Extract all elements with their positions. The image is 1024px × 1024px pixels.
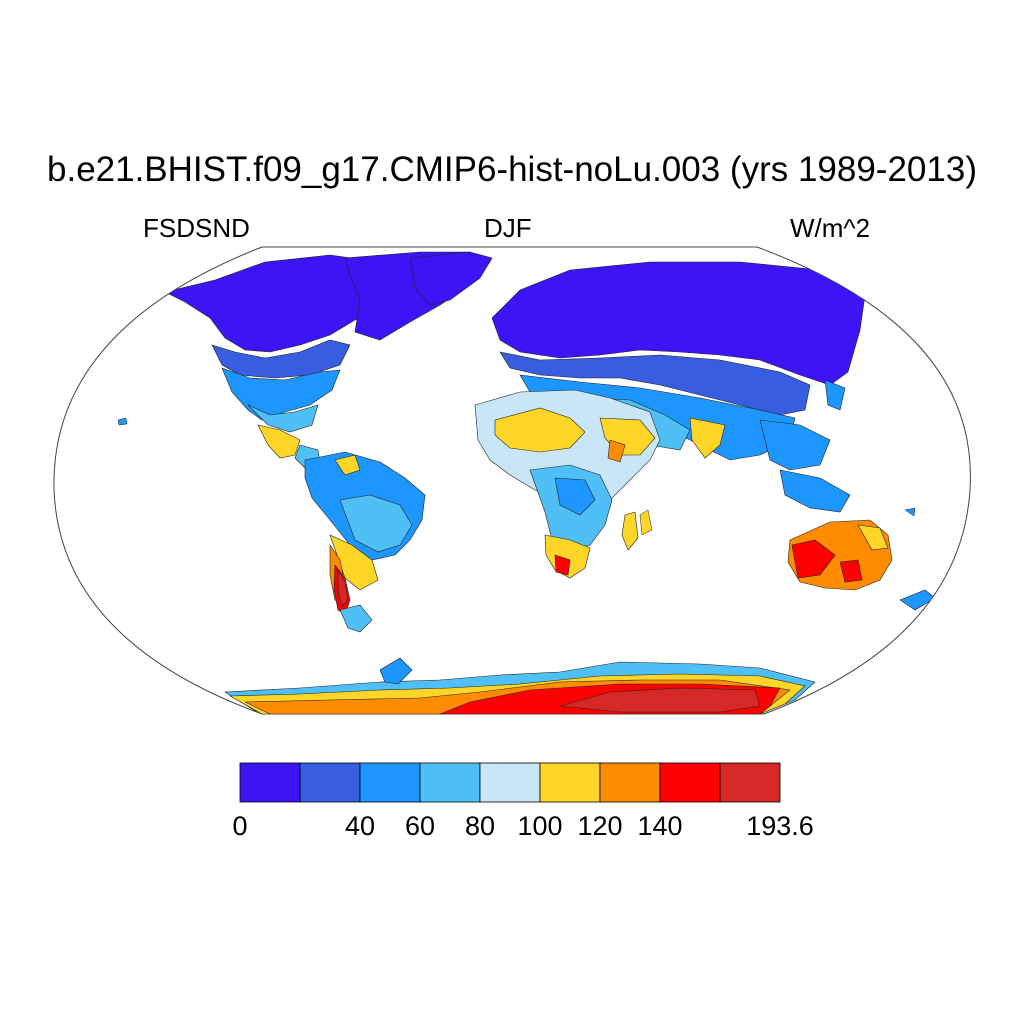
colorbar-swatch [419,762,481,803]
variable-label: FSDSND [143,213,250,243]
colorbar-swatch [239,762,301,803]
small-islands [117,417,916,536]
units-label: W/m^2 [790,213,871,243]
antarctica-landmass [224,657,816,714]
colorbar-swatch [539,762,601,803]
colorbar-swatch [479,762,541,803]
plot-title: b.e21.BHIST.f09_g17.CMIP6-hist-noLu.003 … [47,150,977,189]
colorbar-tick-label: 80 [464,811,496,841]
colorbar-tick-label: 0 [232,811,248,841]
africa-landmass [474,389,661,579]
south-america-landmass [304,451,426,633]
greenland-landmass [409,251,493,306]
colorbar-tick-label: 60 [404,811,436,841]
colorbar-tick-label: 120 [577,811,623,841]
season-label: DJF [484,213,532,243]
colorbar [239,762,781,803]
colorbar-tick-label: 140 [637,811,683,841]
north-america-landmass [164,251,491,469]
colorbar-tick-label: 193.6 [746,811,814,841]
australia-landmass [787,519,936,611]
colorbar-swatch [359,762,421,803]
colorbar-swatch [719,762,781,803]
colorbar-swatch [299,762,361,803]
colorbar-tick-label: 40 [344,811,376,841]
colorbar-swatch [659,762,721,803]
colorbar-swatch [599,762,661,803]
colorbar-tick-label: 100 [517,811,563,841]
